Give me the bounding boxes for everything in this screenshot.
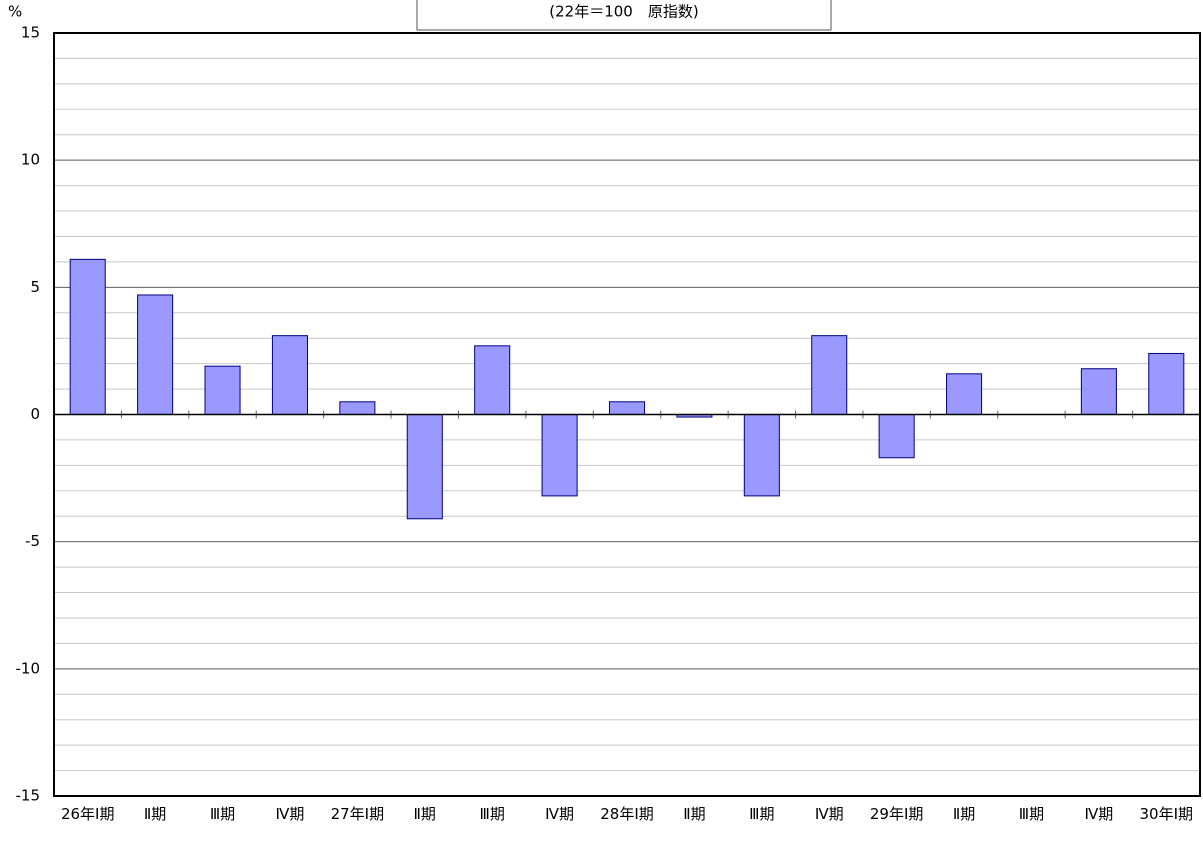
bar	[878, 414, 915, 459]
x-tick-label: 27年Ⅰ期	[330, 805, 385, 823]
bar	[1148, 352, 1185, 415]
x-tick-label: Ⅳ期	[545, 805, 574, 823]
y-tick-label: 0	[30, 405, 40, 423]
x-tick-label: 26年Ⅰ期	[60, 805, 115, 823]
x-tick-label: Ⅲ期	[1018, 805, 1045, 823]
x-tick-label: Ⅳ期	[275, 805, 305, 823]
bar	[608, 401, 646, 415]
bar	[69, 258, 106, 415]
plot-frame	[53, 32, 1201, 797]
x-tick-label: Ⅲ期	[749, 805, 775, 823]
chart-subtitle: (22年＝100 原指数)	[549, 3, 698, 21]
x-tick-label: Ⅱ期	[413, 805, 436, 823]
x-tick-label: 29年Ⅰ期	[869, 805, 924, 823]
x-tick-label: Ⅳ期	[814, 805, 844, 823]
subtitle-box	[416, 0, 832, 31]
x-tick-label: Ⅳ期	[1084, 805, 1114, 823]
x-tick-label: Ⅱ期	[143, 805, 167, 823]
x-tick-label: 30年Ⅰ期	[1139, 805, 1194, 823]
y-tick-label: 5	[30, 278, 40, 296]
bar	[474, 345, 511, 415]
y-tick-label: 15	[21, 24, 40, 42]
bar	[946, 373, 983, 416]
x-tick-label: Ⅱ期	[952, 805, 976, 823]
y-tick-label: -15	[16, 787, 41, 805]
bar	[811, 335, 848, 416]
x-tick-label: 28年Ⅰ期	[600, 805, 654, 823]
y-axis-label: %	[8, 3, 22, 21]
bar	[743, 414, 780, 497]
bar	[271, 335, 308, 416]
y-tick-label: -10	[16, 659, 41, 677]
x-tick-label: Ⅲ期	[209, 805, 236, 823]
y-tick-label: 10	[21, 151, 40, 169]
bar	[137, 294, 174, 416]
bar	[1080, 368, 1117, 415]
bar	[204, 365, 241, 415]
x-tick-label: Ⅲ期	[479, 805, 505, 823]
y-tick-label: -5	[25, 532, 40, 550]
bar	[541, 414, 578, 497]
bar	[406, 414, 443, 520]
bar	[339, 401, 376, 415]
x-tick-label: Ⅱ期	[683, 805, 706, 823]
